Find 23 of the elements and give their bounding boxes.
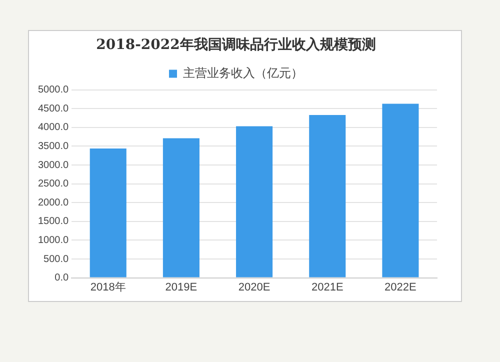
x-tick-label: 2019E [165,281,198,294]
y-tick-label: 2000.0 [38,197,70,208]
bar [90,148,126,278]
bar [382,104,419,278]
y-tick-label: 5000.0 [38,84,70,96]
x-tick-label: 2021E [311,281,344,294]
y-tick-label: 0.0 [54,272,70,284]
y-tick-label: 1500.0 [38,216,70,228]
y-tick-label: 500.0 [44,254,70,265]
bar [309,114,346,278]
chart-title: 2018-2022年我国调味品行业收入规模预测 [96,37,376,54]
y-tick-label: 2500.0 [38,178,70,190]
bar [236,126,273,278]
y-tick-label: 4500.0 [38,103,70,114]
y-tick-label: 3500.0 [38,140,70,152]
x-tick-label: 2018年 [90,281,126,294]
y-tick-label: 1000.0 [38,234,70,246]
y-tick-label: 3000.0 [38,160,70,171]
legend-label: 主营业务收入（亿元） [183,66,303,80]
bar [162,138,200,278]
x-tick-label: 2020E [238,281,270,294]
y-tick-label: 4000.0 [38,122,70,134]
x-tick-label: 2022E [384,281,416,294]
